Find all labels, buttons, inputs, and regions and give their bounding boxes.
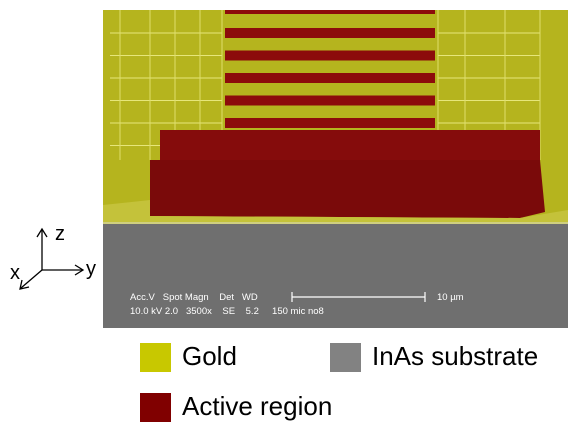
sem-header: Acc.V Spot Magn Det WD [130, 292, 258, 303]
texture [225, 51, 435, 61]
texture [225, 73, 435, 83]
scale-label: 10 µm [437, 292, 464, 303]
page: {"axes": {"z": "z", "y": "y", "x": "x"},… [0, 0, 568, 425]
legend-swatch [140, 343, 171, 372]
sem-values: 10.0 kV 2.0 3500x SE 5.2 150 mic no8 [130, 306, 324, 317]
legend-swatch [330, 343, 361, 372]
texture [225, 96, 435, 106]
legend-label: Gold [182, 341, 237, 371]
legend-label: InAs substrate [372, 341, 538, 371]
texture [225, 118, 435, 128]
legend-swatch [140, 393, 171, 422]
texture [225, 28, 435, 38]
figure: Acc.V Spot Magn Det WD 10.0 kV 2.0 3500x… [0, 0, 568, 425]
axis-z: z [55, 223, 65, 245]
axis-y: y [86, 258, 96, 280]
axis-x: x [10, 262, 20, 284]
axis-arrows [20, 229, 83, 289]
sem-image [103, 10, 568, 328]
legend-label: Active region [182, 391, 332, 421]
